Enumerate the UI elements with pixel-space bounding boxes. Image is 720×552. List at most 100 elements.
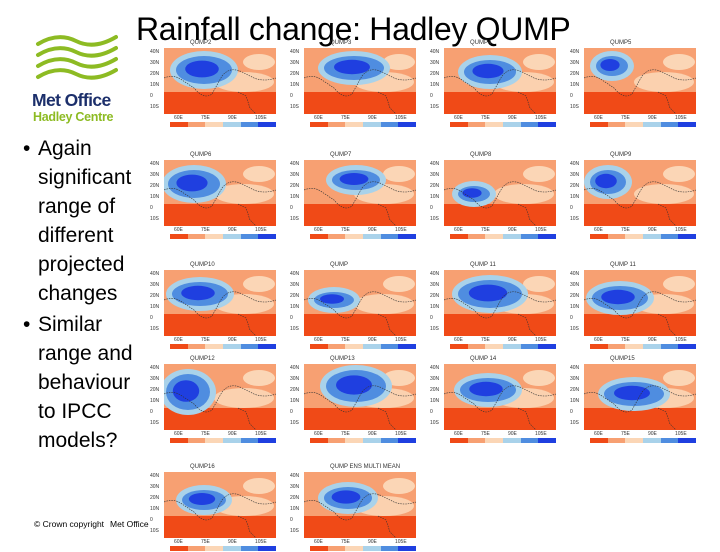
- copyright-text: © Crown copyright: [34, 519, 105, 529]
- colorbar: [310, 234, 417, 239]
- latitude-label: 0: [150, 205, 153, 211]
- colorbar-swatch: [503, 122, 521, 127]
- latitude-label: 10N: [290, 398, 300, 404]
- colorbar-swatch: [398, 546, 417, 551]
- latitude-label: 10N: [430, 82, 440, 88]
- latitude-label: 40N: [290, 161, 300, 167]
- latitude-label: 30N: [290, 376, 300, 382]
- colorbar: [590, 438, 697, 443]
- longitude-label: 90E: [368, 115, 377, 121]
- latitude-label: 30N: [150, 484, 160, 490]
- longitude-label: 60E: [314, 431, 323, 437]
- longitude-label: 90E: [368, 431, 377, 437]
- latitude-label: 0: [570, 93, 573, 99]
- colorbar-swatch: [398, 438, 417, 443]
- latitude-label: 10S: [290, 326, 299, 332]
- colorbar: [170, 344, 277, 349]
- colorbar-swatch: [590, 344, 608, 349]
- colorbar: [450, 122, 557, 127]
- latitude-label: 40N: [290, 365, 300, 371]
- latitude-label: 10N: [290, 506, 300, 512]
- logo-subtitle: Hadley Centre: [33, 110, 114, 124]
- colorbar-swatch: [450, 234, 468, 239]
- longitude-label: 60E: [594, 431, 603, 437]
- colorbar-swatch: [520, 234, 539, 239]
- longitude-label: 90E: [648, 431, 657, 437]
- latitude-label: 20N: [290, 293, 300, 299]
- colorbar-swatch: [643, 344, 661, 349]
- colorbar-swatch: [467, 438, 486, 443]
- latitude-label: 30N: [290, 282, 300, 288]
- rainfall-map: [444, 364, 556, 430]
- longitude-label: 90E: [228, 337, 237, 343]
- colorbar-swatch: [678, 438, 697, 443]
- latitude-label: 40N: [430, 365, 440, 371]
- latitude-label: 0: [290, 315, 293, 321]
- latitude-label: 30N: [570, 60, 580, 66]
- colorbar: [170, 234, 277, 239]
- longitude-label: 75E: [621, 115, 630, 121]
- colorbar-swatch: [363, 122, 381, 127]
- latitude-label: 10S: [290, 216, 299, 222]
- latitude-label: 10N: [290, 304, 300, 310]
- colorbar-swatch: [660, 344, 679, 349]
- colorbar-swatch: [345, 546, 364, 551]
- colorbar: [310, 122, 417, 127]
- latitude-label: 20N: [290, 387, 300, 393]
- colorbar: [310, 344, 417, 349]
- latitude-label: 20N: [150, 495, 160, 501]
- latitude-label: 10N: [570, 82, 580, 88]
- latitude-label: 20N: [290, 495, 300, 501]
- rainfall-map: [444, 160, 556, 226]
- longitude-label: 90E: [228, 227, 237, 233]
- latitude-label: 0: [430, 93, 433, 99]
- latitude-label: 10S: [570, 104, 579, 110]
- longitude-label: 60E: [594, 337, 603, 343]
- longitude-label: 105E: [675, 337, 687, 343]
- longitude-label: 105E: [255, 431, 267, 437]
- colorbar-swatch: [310, 546, 328, 551]
- latitude-label: 40N: [430, 49, 440, 55]
- colorbar-swatch: [327, 344, 346, 349]
- latitude-label: 40N: [570, 161, 580, 167]
- colorbar-swatch: [363, 344, 381, 349]
- rainfall-map: [164, 364, 276, 430]
- colorbar-swatch: [380, 344, 399, 349]
- colorbar-swatch: [398, 344, 417, 349]
- latitude-label: 0: [290, 93, 293, 99]
- rainfall-map: [304, 48, 416, 114]
- longitude-label: 90E: [228, 115, 237, 121]
- longitude-label: 75E: [341, 115, 350, 121]
- longitude-label: 90E: [228, 431, 237, 437]
- latitude-label: 40N: [150, 49, 160, 55]
- colorbar-swatch: [363, 234, 381, 239]
- colorbar-swatch: [327, 546, 346, 551]
- longitude-label: 60E: [174, 337, 183, 343]
- colorbar-swatch: [660, 122, 679, 127]
- latitude-label: 0: [570, 315, 573, 321]
- colorbar-swatch: [503, 234, 521, 239]
- latitude-label: 20N: [290, 71, 300, 77]
- latitude-label: 10N: [570, 304, 580, 310]
- panel-title: QUMP9: [610, 152, 632, 158]
- latitude-label: 10S: [570, 420, 579, 426]
- latitude-label: 20N: [570, 293, 580, 299]
- latitude-label: 10N: [150, 398, 160, 404]
- colorbar: [590, 122, 697, 127]
- longitude-label: 90E: [508, 337, 517, 343]
- colorbar-swatch: [258, 122, 277, 127]
- colorbar-swatch: [607, 344, 626, 349]
- colorbar: [170, 438, 277, 443]
- colorbar: [170, 122, 277, 127]
- longitude-label: 60E: [314, 227, 323, 233]
- latitude-label: 0: [150, 409, 153, 415]
- longitude-label: 60E: [174, 431, 183, 437]
- colorbar-swatch: [187, 438, 206, 443]
- latitude-label: 10S: [150, 326, 159, 332]
- rainfall-map-panel: QUMP4 40N 30N 20N 10N 0 10S 60E 75E 90E 105E: [430, 40, 557, 128]
- latitude-label: 40N: [430, 161, 440, 167]
- latitude-label: 30N: [290, 60, 300, 66]
- colorbar: [450, 344, 557, 349]
- panel-title: QUMP 14: [470, 356, 497, 362]
- longitude-label: 105E: [535, 227, 547, 233]
